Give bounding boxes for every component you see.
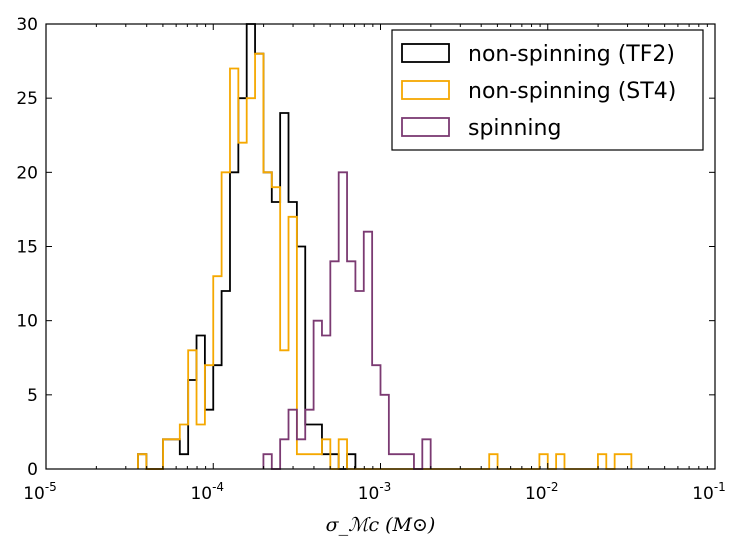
y-tick-label: 20 [16,163,38,183]
legend-items: non-spinning (TF2) non-spinning (ST4) spin… [401,42,676,141]
legend-label-0: non-spinning (TF2) [468,42,675,67]
y-tick-label: 5 [27,386,38,406]
x-tick-label: 10-4 [190,480,224,504]
x-tick-label: 10-2 [525,480,559,504]
legend-label-1: non-spinning (ST4) [468,79,676,104]
x-tick-label: 10-1 [692,480,726,504]
x-tick-label: 10-3 [358,480,392,504]
y-tick-label: 0 [27,460,38,480]
y-tick-label: 15 [16,238,38,258]
series-outline-2 [262,171,432,470]
y-tick-label: 25 [16,89,38,109]
y-tick-label: 10 [16,312,38,332]
series-outline-0 [137,23,357,470]
legend: non-spinning (TF2) non-spinning (ST4) spin… [391,29,704,151]
legend-swatch-2 [401,117,450,137]
legend-swatch-0 [401,43,450,63]
x-axis-label: σ_ℳc (M⊙) [326,514,436,536]
x-tick-label: 10-5 [23,480,57,504]
legend-swatch-1 [401,80,450,100]
y-tick-label: 30 [16,15,38,35]
legend-box [391,29,704,151]
ticks-layer: 10-5 10-4 10-3 10-2 10-1 0 5 10 15 20 25 30 [16,15,725,504]
legend-label-2: spinning [468,116,561,141]
